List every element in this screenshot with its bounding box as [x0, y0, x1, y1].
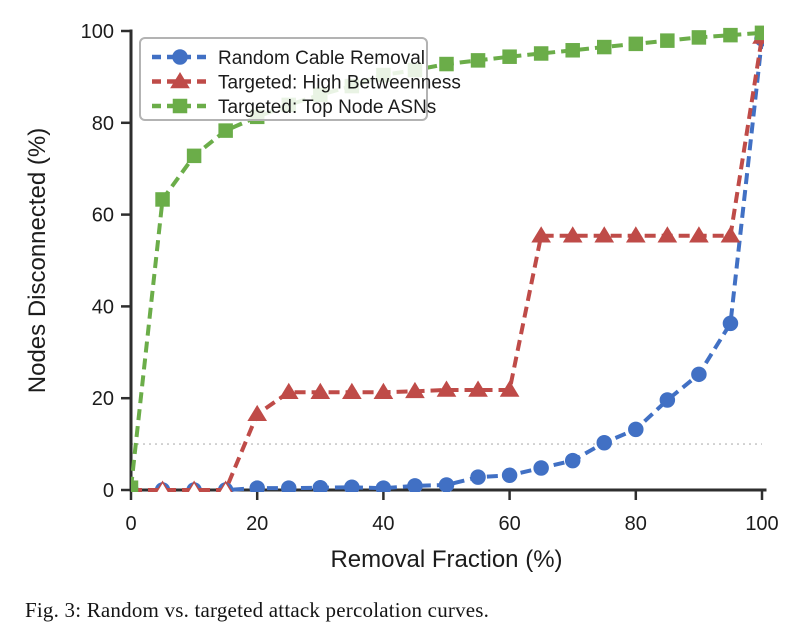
y-tick-label: 80 [92, 113, 114, 135]
x-tick-label: 60 [498, 513, 520, 535]
y-tick-label: 100 [81, 21, 114, 43]
y-tick-label: 0 [103, 480, 114, 502]
legend-label: Targeted: Top Node ASNs [218, 97, 436, 118]
y-axis-title: Nodes Disconnected (%) [24, 128, 51, 393]
y-tick-label: 60 [92, 205, 114, 227]
tick-marks [121, 29, 764, 500]
percolation-chart: 0 20 40 60 80 100 0 20 40 60 80 100 Removal Fraction… [24, 21, 779, 573]
x-tick-label: 20 [246, 513, 268, 535]
x-tick-label: 80 [625, 513, 647, 535]
x-tick-label: 100 [745, 513, 778, 535]
y-tick-label: 40 [92, 296, 114, 318]
x-tick-label: 0 [125, 513, 136, 535]
legend-label: Random Cable Removal [218, 48, 425, 69]
legend-item-targeted-high-betweenness: Targeted: High Betweenness [152, 72, 461, 94]
legend: Random Cable Removal Targeted: High Betwe… [139, 37, 461, 121]
figure-caption: Fig. 3: Random vs. targeted attack perco… [25, 598, 490, 622]
y-tick-label: 20 [92, 388, 114, 410]
legend-item-targeted-top-node-asns: Targeted: Top Node ASNs [152, 97, 436, 118]
x-axis-title: Removal Fraction (%) [330, 546, 562, 573]
x-tick-label: 40 [372, 513, 394, 535]
tick-labels: 0 20 40 60 80 100 0 20 40 60 80 100 [81, 21, 779, 535]
legend-item-random-cable-removal: Random Cable Removal [152, 48, 425, 69]
legend-label: Targeted: High Betweenness [218, 73, 461, 94]
